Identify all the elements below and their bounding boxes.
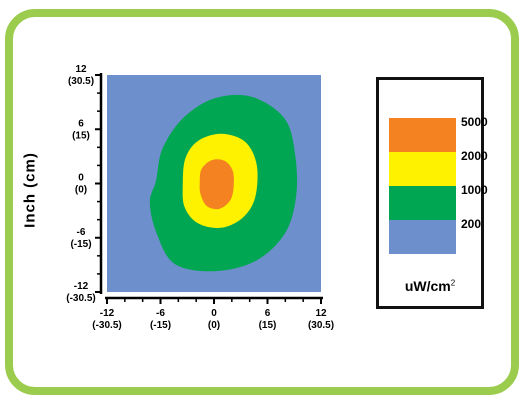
legend-label-200: 200	[461, 217, 482, 231]
y-axis: 12(30.5) 6(15) 0(0) -6(-15) -12(-30.5)	[66, 64, 103, 304]
x-tick-label: 12	[315, 308, 327, 319]
x-tick-label: -6	[156, 308, 165, 319]
y-tick-sublabel: (15)	[72, 130, 90, 141]
x-tick-label: 0	[211, 308, 217, 319]
contour-5000	[199, 159, 234, 210]
unit-superscript: 2	[450, 278, 456, 288]
y-tick-label: -12	[74, 281, 89, 292]
legend: 5000 2000 1000 200 uW/cm2	[376, 77, 488, 309]
y-tick-label: 6	[78, 118, 84, 129]
contour-layer	[149, 94, 298, 272]
legend-label-2000: 2000	[461, 149, 488, 163]
legend-unit: uW/cm2	[379, 278, 481, 294]
legend-swatch-200	[389, 220, 456, 254]
y-tick-sublabel: (0)	[75, 185, 87, 196]
y-axis-label: Inch (cm)	[21, 152, 39, 228]
legend-swatch-1000	[389, 186, 456, 220]
x-tick-sublabel: (-15)	[150, 320, 171, 331]
unit-text: uW/cm	[404, 278, 451, 294]
y-tick-label: 0	[78, 173, 84, 184]
y-tick-sublabel: (30.5)	[68, 76, 94, 87]
y-tick-label: 12	[75, 64, 87, 75]
x-tick-sublabel: (0)	[208, 320, 220, 331]
x-axis: -12(-30.5) -6(-15) 0(0) 6(15) 12(30.5)	[92, 296, 334, 331]
x-tick-sublabel: (15)	[259, 320, 277, 331]
legend-label-1000: 1000	[461, 183, 488, 197]
x-tick-sublabel: (-30.5)	[92, 320, 121, 331]
x-tick-label: 6	[265, 308, 271, 319]
y-tick-label: -6	[77, 227, 86, 238]
x-tick-label: -12	[100, 308, 115, 319]
legend-swatch-2000	[389, 152, 456, 186]
x-tick-sublabel: (30.5)	[308, 320, 334, 331]
y-tick-sublabel: (-30.5)	[66, 293, 95, 304]
legend-swatch-5000	[389, 118, 456, 152]
legend-label-5000: 5000	[461, 115, 488, 129]
y-tick-sublabel: (-15)	[70, 239, 91, 250]
